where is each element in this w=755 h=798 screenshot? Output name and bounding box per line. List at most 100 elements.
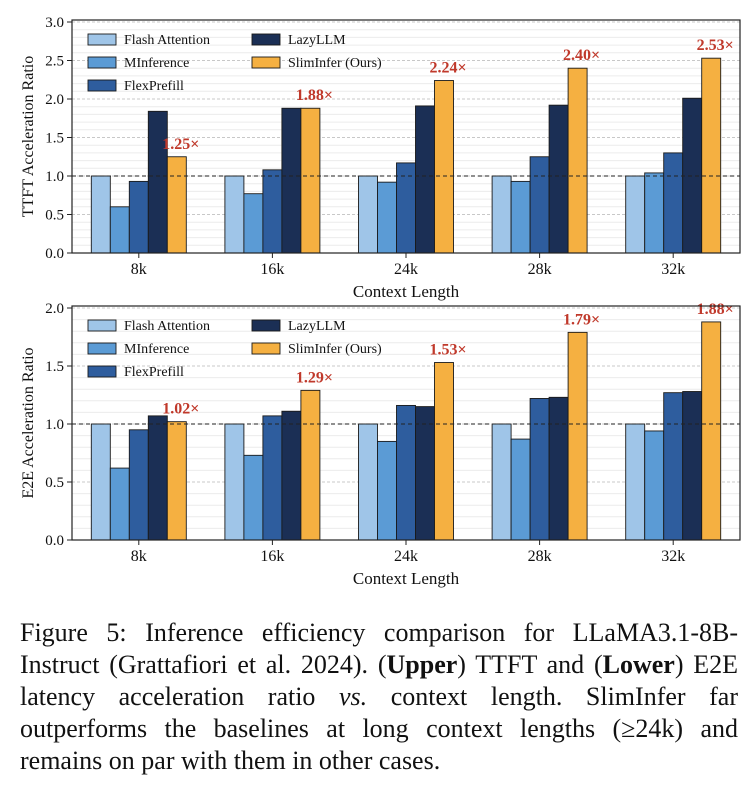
bar-minference-32k <box>644 172 665 254</box>
y-tick-label: 2.0 <box>45 301 64 317</box>
bar-flexprefill-28k <box>529 156 550 254</box>
bar-flexprefill-32k <box>663 392 684 541</box>
x-tick-label: 24k <box>394 261 418 278</box>
y-tick-label: 1.5 <box>45 359 64 375</box>
x-tick-label: 8k <box>131 548 147 565</box>
x-tick-label: 32k <box>661 548 685 565</box>
bar-lazyllm-8k <box>147 415 168 541</box>
x-tick-label: 32k <box>661 261 685 278</box>
legend-swatch <box>251 56 281 69</box>
y-tick-label: 2.5 <box>45 54 64 70</box>
caption-text-4: context length. SlimInfer far outperform… <box>20 682 738 775</box>
legend-swatch <box>251 319 281 332</box>
bar-minference-32k <box>644 430 665 541</box>
speedup-annotation: 2.24× <box>429 60 466 77</box>
legend-swatch <box>87 33 117 46</box>
bar-flash-attention-24k <box>358 423 378 541</box>
x-tick-label: 16k <box>260 548 284 565</box>
legend-label: FlexPrefill <box>124 79 184 94</box>
bar-flexprefill-16k <box>262 415 283 541</box>
legend-swatch <box>87 319 117 332</box>
speedup-annotation: 1.02× <box>162 401 199 418</box>
bar-flexprefill-8k <box>128 429 149 541</box>
legend-swatch <box>87 365 117 378</box>
legend-swatch <box>251 342 281 355</box>
legend-label: Flash Attention <box>124 33 210 48</box>
speedup-annotation: 2.40× <box>563 47 600 64</box>
y-tick-label: 0.0 <box>45 246 64 262</box>
bar-sliminfer-ours--16k <box>300 107 321 254</box>
bar-minference-16k <box>243 193 264 254</box>
legend-swatch <box>87 342 117 355</box>
caption-figure-label: Figure 5: <box>20 618 146 647</box>
legend-label: MInference <box>124 342 189 357</box>
bar-flash-attention-28k <box>491 423 512 541</box>
caption-text-2: ) TTFT and ( <box>457 650 603 679</box>
caption-vs: vs. <box>339 682 368 711</box>
y-tick-label: 1.0 <box>45 169 64 185</box>
bar-sliminfer-ours--28k <box>567 331 588 541</box>
speedup-annotation: 1.29× <box>296 369 333 386</box>
caption-lower: Lower <box>602 650 675 679</box>
y-tick-label: 2.0 <box>45 92 64 108</box>
legend-swatch <box>87 56 117 69</box>
bar-sliminfer-ours--8k <box>166 421 187 541</box>
bar-flexprefill-16k <box>262 169 283 254</box>
bar-sliminfer-ours--8k <box>166 156 187 254</box>
speedup-annotation: 1.79× <box>563 311 600 328</box>
y-tick-label: 3.0 <box>45 15 64 31</box>
speedup-annotation: 1.88× <box>296 87 333 104</box>
bar-sliminfer-ours--32k <box>701 57 722 254</box>
y-tick-label: 1.0 <box>45 417 64 433</box>
bar-lazyllm-24k <box>415 105 435 254</box>
bar-flexprefill-8k <box>128 180 149 254</box>
x-tick-label: 8k <box>131 261 147 278</box>
y-tick-label: 1.5 <box>45 131 64 147</box>
bar-sliminfer-ours--28k <box>567 67 588 254</box>
x-tick-label: 28k <box>528 548 552 565</box>
y-tick-label: 0.0 <box>45 533 64 549</box>
bar-sliminfer-ours--16k <box>300 389 321 541</box>
legend-label: LazyLLM <box>288 319 346 334</box>
speedup-annotation: 1.88× <box>697 301 734 318</box>
figure-charts: 1.25× 1.88× 2.24× 2.40× 2.53× 0.0 0.5 1.0 1.5 2.0… <box>20 15 741 588</box>
bar-minference-24k <box>377 181 397 254</box>
bar-flexprefill-24k <box>396 404 416 541</box>
legend-swatch <box>87 79 117 92</box>
bar-lazyllm-28k <box>548 104 569 254</box>
bar-flash-attention-28k <box>491 175 512 254</box>
bar-flash-attention-16k <box>224 175 245 254</box>
bar-lazyllm-32k <box>682 391 703 541</box>
x-axis-label: Context Length <box>353 282 460 301</box>
bar-flash-attention-32k <box>625 175 646 254</box>
legend-label: SlimInfer (Ours) <box>288 56 382 71</box>
bar-minference-24k <box>377 440 397 541</box>
speedup-annotation: 2.53× <box>697 37 734 54</box>
x-tick-label: 16k <box>260 261 284 278</box>
legend-label: LazyLLM <box>288 33 346 48</box>
bar-minference-16k <box>243 454 264 541</box>
legend-swatch <box>251 33 281 46</box>
x-axis-label: Context Length <box>353 569 460 588</box>
bar-lazyllm-28k <box>548 396 569 541</box>
x-tick-label: 28k <box>528 261 552 278</box>
y-axis-label: TTFT Acceleration Ratio <box>20 56 37 217</box>
bar-flash-attention-24k <box>358 175 378 254</box>
legend-label: SlimInfer (Ours) <box>288 342 382 357</box>
bar-flexprefill-28k <box>529 398 550 541</box>
bar-lazyllm-8k <box>147 110 168 254</box>
bar-minference-8k <box>109 206 130 254</box>
bar-flash-attention-16k <box>224 423 245 541</box>
bar-minference-8k <box>109 467 130 541</box>
bar-lazyllm-16k <box>281 410 302 541</box>
ttft-chart: 1.25× 1.88× 2.24× 2.40× 2.53× 0.0 0.5 1.0 1.5 2.0… <box>20 15 741 301</box>
bar-flash-attention-32k <box>625 423 646 541</box>
bar-sliminfer-ours--24k <box>434 362 454 541</box>
bar-sliminfer-ours--24k <box>434 80 454 254</box>
bar-flexprefill-24k <box>396 162 416 254</box>
bar-lazyllm-16k <box>281 107 302 254</box>
y-axis-label: E2E Acceleration Ratio <box>20 347 37 498</box>
figure-caption: Figure 5: Inference efficiency compariso… <box>20 617 738 777</box>
e2e-chart: 1.02× 1.29× 1.53× 1.79× 1.88× 0.0 0.5 1.0 1.5 2.0… <box>20 301 741 588</box>
speedup-annotation: 1.53× <box>429 342 466 359</box>
